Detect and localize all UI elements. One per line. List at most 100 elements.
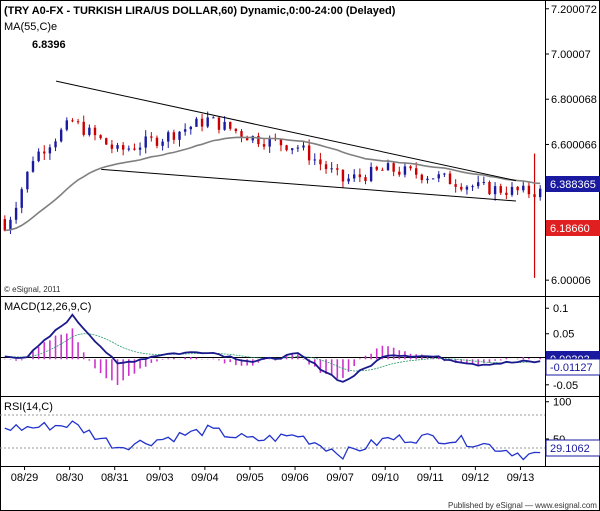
candle-body — [138, 147, 142, 150]
x-tick-label: 09/03 — [146, 472, 174, 484]
rsi-panel: 10050 RSI(14,C) 29.1062 — [0, 397, 600, 467]
macd-value-label-2: -0.01127 — [550, 362, 593, 374]
candle-body — [234, 128, 238, 132]
x-tick-label: 09/07 — [326, 472, 354, 484]
candle-body — [195, 118, 198, 127]
candle-body — [105, 138, 108, 145]
candle-body — [82, 121, 85, 135]
candle-body — [392, 163, 395, 172]
candle-body — [527, 185, 531, 195]
price-tick-label: 6.800068 — [551, 94, 597, 106]
candle-body — [223, 121, 226, 130]
candle-body — [448, 173, 452, 185]
rsi-tick-label: 100 — [553, 397, 571, 409]
x-tick-label: 08/31 — [101, 472, 129, 484]
candle-body — [172, 132, 176, 140]
candle-body — [257, 136, 260, 145]
candle-body — [3, 219, 7, 231]
candle-body — [183, 129, 187, 132]
candle-body — [99, 135, 102, 139]
price-tick-label: 7.200072 — [551, 4, 597, 16]
x-tick-label: 09/04 — [191, 472, 219, 484]
price-panel: 7.200072 7.00007 6.800068 6.600066 6.00006 (… — [0, 0, 600, 466]
candle-body — [262, 144, 266, 147]
copyright-text: © eSignal, 2011 — [4, 285, 61, 294]
candle-body — [121, 145, 125, 150]
candle-body — [369, 166, 373, 182]
candle-body — [471, 186, 474, 188]
macd-tick-label: 0.05 — [553, 329, 574, 341]
ma-55-line — [4, 136, 541, 232]
candle-body — [189, 126, 192, 130]
trendline — [101, 168, 516, 202]
x-tick-label: 09/05 — [236, 472, 264, 484]
candle-body — [110, 144, 114, 149]
x-tick-label: 09/10 — [371, 472, 399, 484]
candle-body — [341, 169, 345, 182]
rsi-value-box — [545, 439, 600, 457]
macd-axis: 0.1 0.05 -0.05 — [545, 303, 578, 392]
candle-body — [217, 117, 221, 130]
candle-body — [364, 177, 367, 182]
candle-body — [54, 141, 57, 148]
candle-body — [59, 129, 63, 142]
candle-body — [65, 120, 69, 130]
candle-body — [302, 145, 305, 148]
trendlines — [55, 80, 517, 202]
price-tick-label: 6.00006 — [551, 275, 591, 287]
candle-body — [144, 136, 147, 148]
candle-body — [307, 145, 311, 161]
candle-body — [313, 159, 316, 161]
price-tick-label: 6.600066 — [551, 139, 597, 151]
candle-body — [88, 127, 91, 135]
candle-body — [240, 131, 243, 137]
candle-body — [488, 181, 491, 195]
x-tick-label: 09/13 — [507, 472, 535, 484]
candle-body — [76, 121, 80, 123]
candle-body — [43, 151, 46, 154]
candle-body — [291, 148, 294, 151]
candle-body — [437, 174, 440, 179]
candle-body — [212, 117, 215, 119]
macd-label: MACD(12,26,9,C) — [4, 301, 91, 313]
trendline — [55, 80, 517, 182]
candle-body — [37, 151, 40, 162]
candle-body — [431, 178, 435, 180]
candle-body — [127, 148, 130, 150]
candle-body — [510, 186, 514, 195]
chart-title: (TRY A0-FX - TURKISH LIRA/US DOLLAR,60) … — [4, 5, 396, 17]
candle-body — [178, 131, 181, 140]
rsi-line — [4, 420, 541, 461]
candle-body — [167, 132, 170, 142]
x-tick-label: 08/30 — [56, 472, 84, 484]
candle-body — [330, 168, 333, 170]
candle-body — [538, 188, 542, 198]
candle-body — [319, 159, 322, 165]
candle-body — [482, 181, 486, 183]
price-candles — [3, 111, 542, 278]
candle-body — [31, 161, 35, 172]
candle-body — [336, 168, 339, 170]
rsi-label: RSI(14,C) — [4, 401, 53, 413]
candle-body — [324, 164, 328, 170]
published-text: Published by eSignal — www.esignal.com — [448, 501, 597, 510]
candle-body — [200, 118, 204, 127]
candle-body — [206, 117, 209, 127]
candle-body — [454, 184, 457, 187]
candle-body — [409, 166, 412, 169]
macd-panel: 0.10.05-0.05 MACD(12,26,9,C) 0.00303 -0.… — [0, 301, 600, 397]
candle-body — [476, 182, 480, 187]
low-price-box — [546, 220, 600, 236]
last-price-box — [546, 176, 600, 192]
candle-body — [493, 186, 497, 195]
candle-body — [403, 166, 407, 175]
candle-body — [499, 186, 502, 193]
candle-body — [443, 173, 446, 175]
candle-body — [375, 166, 378, 170]
candle-body — [398, 171, 401, 175]
last-price-label: 6.388365 — [550, 179, 596, 191]
candle-body — [150, 136, 153, 138]
x-tick-label: 09/12 — [462, 472, 490, 484]
